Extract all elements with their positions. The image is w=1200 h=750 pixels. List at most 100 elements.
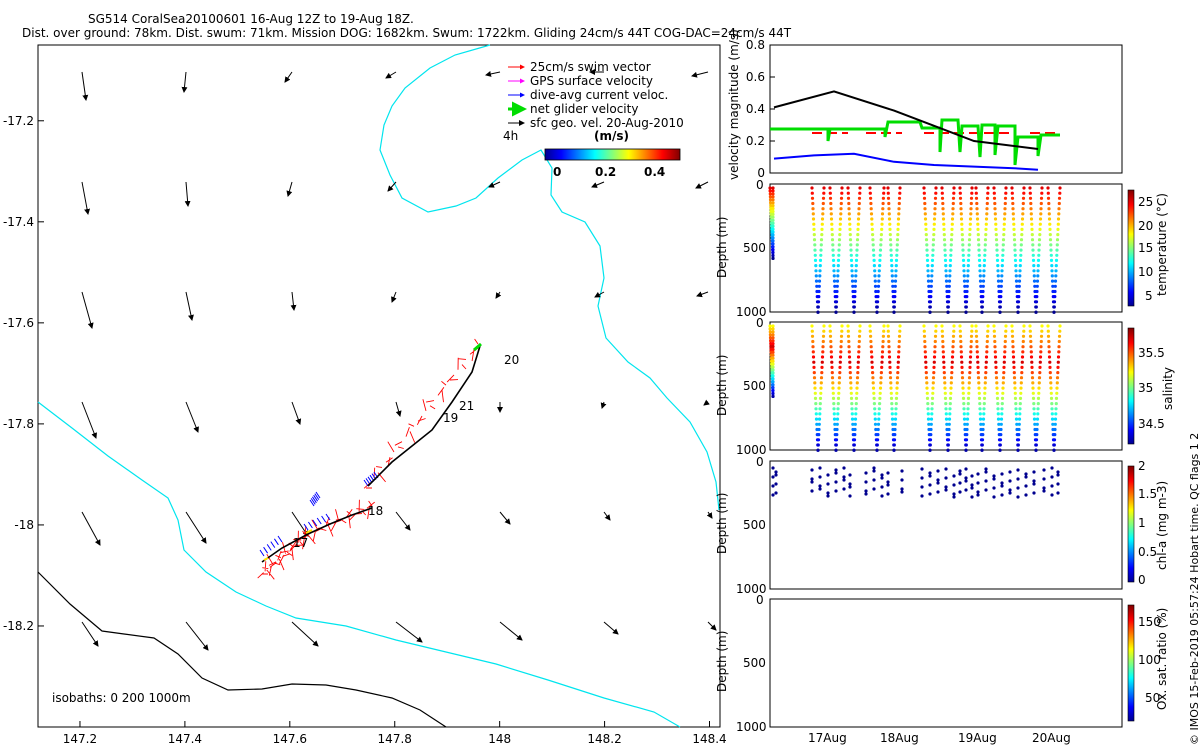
profile-sample bbox=[1040, 186, 1044, 190]
profile-sample bbox=[850, 412, 854, 416]
profile-sample bbox=[871, 233, 875, 237]
profile-sample bbox=[894, 264, 898, 268]
legend-item-net-velocity: net glider velocity bbox=[530, 102, 638, 116]
chla-sample bbox=[771, 493, 775, 497]
profile-sample bbox=[839, 196, 844, 200]
profile-sample bbox=[848, 360, 852, 364]
profile-sample bbox=[1016, 310, 1020, 314]
profile-sample bbox=[846, 186, 850, 190]
profile-sample bbox=[873, 284, 878, 288]
chla-sample bbox=[886, 492, 890, 496]
profile-sample bbox=[1021, 201, 1025, 206]
profile-sample bbox=[857, 345, 861, 349]
profile-sample bbox=[820, 222, 824, 226]
profile-sample bbox=[1001, 381, 1005, 385]
profile-sample bbox=[878, 248, 883, 252]
profile-sample bbox=[995, 258, 1000, 262]
profile-sample bbox=[832, 274, 836, 278]
profile-sample bbox=[852, 443, 856, 447]
profile-sample bbox=[892, 300, 897, 304]
profile-sample bbox=[982, 264, 986, 268]
profile-sample bbox=[820, 365, 824, 369]
chla-sample bbox=[1056, 491, 1060, 495]
profile-sample bbox=[1012, 233, 1016, 237]
profile-sample bbox=[838, 222, 842, 226]
profile-sample bbox=[1058, 324, 1062, 328]
profile-sample bbox=[837, 243, 841, 247]
profile-sample bbox=[1032, 269, 1036, 273]
profile-sample bbox=[942, 222, 946, 226]
profile-sample bbox=[892, 448, 896, 452]
time-axis: 17Aug 18Aug 19Aug 20Aug bbox=[808, 731, 1071, 745]
profile-sample bbox=[930, 396, 935, 400]
profile-sample bbox=[965, 295, 969, 299]
profile-sample bbox=[848, 222, 852, 226]
profile-sample bbox=[811, 201, 815, 206]
profile-sample bbox=[821, 207, 825, 211]
profile-sample bbox=[967, 386, 971, 390]
colorbar-tick: 0.2 bbox=[595, 165, 616, 179]
profile-sample bbox=[985, 196, 990, 200]
profile-sample bbox=[896, 233, 900, 237]
profile-sample bbox=[837, 391, 841, 395]
profile-sample bbox=[942, 227, 946, 231]
profile-sample bbox=[932, 355, 937, 359]
profile-sample bbox=[975, 201, 979, 206]
profile-sample bbox=[1001, 253, 1005, 257]
profile-sample bbox=[966, 412, 970, 416]
profile-sample bbox=[983, 391, 987, 395]
profile-sample bbox=[1019, 381, 1023, 385]
temperature-colorbar bbox=[1127, 189, 1135, 307]
profile-sample bbox=[933, 212, 937, 216]
profile-sample bbox=[924, 233, 928, 237]
profile-sample bbox=[1036, 269, 1040, 273]
profile-sample bbox=[847, 201, 851, 206]
profile-sample bbox=[986, 186, 990, 190]
profile-sample bbox=[1038, 217, 1043, 221]
chla-sample bbox=[818, 475, 822, 479]
profile-sample bbox=[817, 422, 821, 426]
profile-sample bbox=[999, 427, 1003, 432]
profile-sample bbox=[852, 438, 857, 442]
profile-sample bbox=[876, 422, 881, 426]
profile-sample bbox=[829, 350, 833, 354]
profile-sample bbox=[829, 217, 834, 221]
profile-sample bbox=[1010, 329, 1014, 333]
profile-sample bbox=[876, 284, 881, 288]
profile-sample bbox=[959, 212, 963, 216]
profile-sample bbox=[770, 368, 774, 372]
profile-sample bbox=[1031, 391, 1035, 395]
profile-sample bbox=[850, 402, 854, 406]
profile-sample bbox=[981, 427, 985, 432]
chla-sample bbox=[936, 478, 940, 482]
profile-sample bbox=[1012, 376, 1017, 380]
profile-sample bbox=[880, 222, 884, 226]
profile-sample bbox=[878, 391, 882, 395]
profile-sample bbox=[770, 377, 774, 381]
profile-sample bbox=[855, 248, 859, 252]
profile-sample bbox=[1029, 207, 1033, 211]
profile-sample bbox=[926, 279, 931, 283]
profile-sample bbox=[871, 381, 875, 385]
profile-sample bbox=[1031, 258, 1036, 262]
profile-sample bbox=[1029, 339, 1033, 344]
profile-sample bbox=[942, 238, 947, 242]
profile-sample bbox=[978, 417, 983, 421]
profile-sample bbox=[967, 381, 971, 385]
profile-sample bbox=[1049, 391, 1053, 395]
profile-sample bbox=[1047, 355, 1052, 359]
profile-sample bbox=[1014, 402, 1018, 406]
profile-sample bbox=[830, 371, 834, 375]
profile-sample bbox=[1039, 212, 1043, 216]
velocity-panel: 0 0.2 0.4 0.6 0.8 velocity magnitude (m/s) bbox=[727, 29, 1123, 180]
profile-sample bbox=[1017, 284, 1021, 288]
profile-sample bbox=[771, 192, 775, 196]
profile-sample bbox=[994, 376, 999, 380]
profile-sample bbox=[978, 269, 982, 273]
profile-sample bbox=[1049, 253, 1053, 257]
profile-sample bbox=[985, 334, 990, 338]
profile-sample bbox=[820, 355, 825, 359]
profile-sample bbox=[1016, 438, 1021, 442]
profile-sample bbox=[984, 217, 989, 221]
profile-sample bbox=[817, 279, 822, 283]
